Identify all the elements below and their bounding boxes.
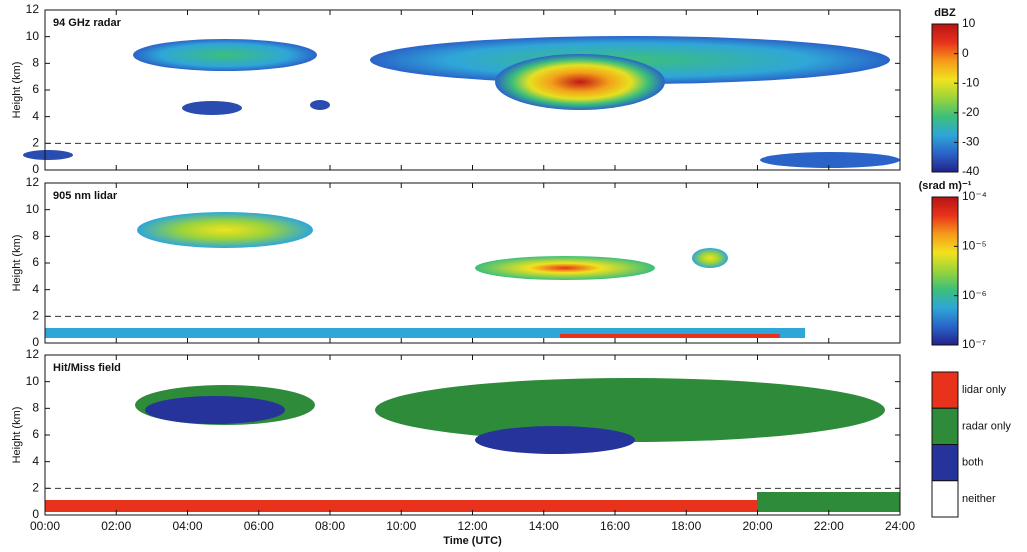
legend-swatch (931, 444, 959, 482)
x-tick-label: 22:00 (814, 519, 844, 533)
y-tick-label: 4 (32, 282, 39, 296)
colorbar-tick-label: 10⁻⁴ (962, 189, 987, 203)
panel-title: 905 nm lidar (53, 190, 118, 202)
x-tick-label: 20:00 (742, 519, 772, 533)
y-tick-label: 10 (26, 202, 40, 216)
plot-frame (44, 182, 901, 344)
legend-swatch (931, 407, 959, 445)
y-tick-label: 0 (32, 507, 39, 521)
x-tick-label: 10:00 (386, 519, 416, 533)
x-tick-label: 24:00 (885, 519, 915, 533)
cloud-field (23, 36, 900, 512)
y-tick-label: 6 (32, 427, 39, 441)
legend-label: lidar only (962, 384, 1007, 396)
colorbar-tick-label: -10 (962, 75, 980, 89)
y-tick-label: 4 (32, 454, 39, 468)
x-tick-label: 08:00 (315, 519, 345, 533)
legend-label: radar only (962, 420, 1011, 432)
colorbar (931, 23, 959, 173)
y-tick-label: 2 (32, 136, 39, 150)
y-tick-label: 6 (32, 82, 39, 96)
y-tick-label: 0 (32, 335, 39, 349)
y-tick-label: 4 (32, 109, 39, 123)
y-tick-label: 12 (26, 347, 40, 361)
y-tick-label: 2 (32, 481, 39, 495)
legend-label: neither (962, 493, 996, 505)
y-axis-label: Height (km) (11, 407, 23, 464)
colorbar-tick-label: 10⁻⁷ (962, 337, 986, 351)
y-tick-label: 10 (26, 374, 40, 388)
legend-swatch (931, 480, 959, 518)
colorbar (931, 196, 959, 346)
colorbar-tick-label: 10⁻⁶ (962, 288, 987, 302)
legend-label: both (962, 457, 983, 469)
colorbar-tick-label: -30 (962, 135, 980, 149)
x-tick-label: 16:00 (600, 519, 630, 533)
y-tick-label: 8 (32, 401, 39, 415)
x-tick-label: 00:00 (30, 519, 60, 533)
plot-frame (44, 9, 901, 171)
x-tick-label: 02:00 (101, 519, 131, 533)
colorbar-tick-label: 10⁻⁵ (962, 239, 987, 253)
colorbar-label: dBZ (934, 7, 956, 19)
x-tick-label: 04:00 (172, 519, 202, 533)
panel-title: Hit/Miss field (53, 362, 121, 374)
panel-title: 94 GHz radar (53, 17, 122, 29)
y-tick-label: 10 (26, 29, 40, 43)
x-tick-label: 14:00 (529, 519, 559, 533)
y-axis-label: Height (km) (11, 235, 23, 292)
x-tick-label: 18:00 (671, 519, 701, 533)
y-tick-label: 2 (32, 309, 39, 323)
colorbar-tick-label: -20 (962, 105, 980, 119)
x-axis-label: Time (UTC) (443, 535, 502, 547)
colorbar-tick-label: -40 (962, 164, 980, 178)
legend-swatch (931, 371, 959, 409)
x-tick-label: 12:00 (457, 519, 487, 533)
x-tick-label: 06:00 (244, 519, 274, 533)
y-tick-label: 12 (26, 175, 40, 189)
y-tick-label: 8 (32, 229, 39, 243)
y-tick-label: 8 (32, 56, 39, 70)
colorbar-tick-label: 10 (962, 16, 976, 30)
y-tick-label: 12 (26, 2, 40, 16)
y-axis-label: Height (km) (11, 62, 23, 119)
colorbar-label: (srad m)⁻¹ (919, 180, 972, 192)
colorbar-tick-label: 0 (962, 46, 969, 60)
y-tick-label: 6 (32, 255, 39, 269)
y-tick-label: 0 (32, 162, 39, 176)
